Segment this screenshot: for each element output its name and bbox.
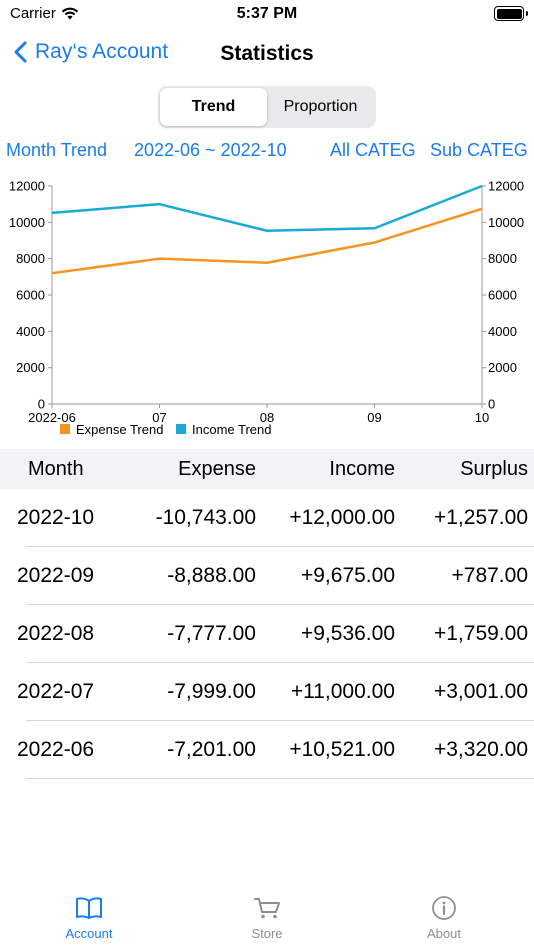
cell-income: +11,000.00 [290,680,395,703]
tab-store[interactable]: Store [207,896,327,941]
y-tick-label-right: 10000 [488,215,524,230]
table-row[interactable]: 2022-09 -8,888.00 +9,675.00 +787.00 [0,547,534,605]
y-tick-label-right: 8000 [488,251,517,266]
table-row[interactable]: 2022-10 -10,743.00 +12,000.00 +1,257.00 [0,489,534,547]
cell-expense: -10,743.00 [155,506,256,529]
segment-trend[interactable]: Trend [160,88,267,126]
y-tick-label-right: 0 [488,397,495,412]
legend-label: Income Trend [192,422,272,437]
tab-bar: Account Store About [0,888,534,950]
navigation-bar: Ray‘s Account Statistics [0,36,534,76]
x-tick-label: 07 [152,410,166,425]
book-icon [76,897,102,919]
y-tick-label-left: 4000 [16,324,45,339]
cell-surplus: +1,257.00 [433,506,528,529]
status-bar: Carrier 5:37 PM [0,0,534,30]
y-tick-label-left: 0 [38,397,45,412]
legend-swatch [176,424,186,434]
cell-expense: -8,888.00 [167,564,256,587]
filter-row: Month Trend 2022-06 ~ 2022-10 All CATEG … [0,140,534,166]
category-button[interactable]: All CATEG [330,140,416,160]
tab-account-label: Account [65,926,113,941]
cell-income: +9,536.00 [300,622,395,645]
cell-expense: -7,201.00 [167,738,256,761]
cell-surplus: +787.00 [451,564,529,587]
clock: 5:37 PM [236,5,298,22]
cell-income: +10,521.00 [289,738,395,761]
info-icon [432,896,456,920]
y-tick-label-right: 4000 [488,324,517,339]
tab-about[interactable]: About [384,896,504,941]
battery-icon [494,6,528,21]
cell-month: 2022-10 [17,506,95,529]
date-range-button[interactable]: 2022-06 ~ 2022-10 [134,140,287,160]
back-button[interactable]: Ray‘s Account [14,40,168,64]
view-segmented-control: Trend Proportion [158,86,376,128]
y-tick-label-right: 2000 [488,360,517,375]
table-row[interactable]: 2022-08 -7,777.00 +9,536.00 +1,759.00 [0,605,534,663]
legend-label: Expense Trend [76,422,163,437]
header-surplus: Surplus [460,458,528,480]
carrier-indicator: Carrier [10,5,79,22]
back-label: Ray‘s Account [35,40,169,63]
table-row[interactable]: 2022-06 -7,201.00 +10,521.00 +3,320.00 [0,721,534,779]
cell-surplus: +1,759.00 [433,622,528,645]
carrier-label: Carrier [10,5,56,22]
table-header: Month Expense Income Surplus [0,449,534,489]
header-month: Month [28,458,84,480]
tab-about-label: About [427,926,461,941]
cell-month: 2022-08 [17,622,95,645]
y-tick-label-right: 12000 [488,179,524,194]
tab-account[interactable]: Account [29,896,149,941]
period-mode-button[interactable]: Month Trend [6,140,108,160]
cell-income: +9,675.00 [300,564,395,587]
page-title: Statistics [220,42,314,65]
y-tick-label-left: 6000 [16,288,45,303]
y-tick-label-left: 2000 [16,360,45,375]
table-body: 2022-10 -10,743.00 +12,000.00 +1,257.00 … [0,489,534,779]
tab-store-label: Store [251,926,283,941]
cell-surplus: +3,001.00 [433,680,528,703]
cell-surplus: +3,320.00 [433,738,528,761]
subcategory-button[interactable]: Sub CATEG [430,140,528,160]
series-line [51,184,483,233]
series-line [51,207,483,275]
y-tick-label-left: 8000 [16,251,45,266]
cell-expense: -7,777.00 [167,622,256,645]
cell-month: 2022-07 [17,680,95,703]
x-tick-label: 08 [260,410,274,425]
legend-swatch [60,424,70,434]
cell-month: 2022-06 [17,738,95,761]
header-expense: Expense [178,458,256,480]
table-row[interactable]: 2022-07 -7,999.00 +11,000.00 +3,001.00 [0,663,534,721]
cell-expense: -7,999.00 [167,680,256,703]
x-tick-label: 09 [367,410,381,425]
y-tick-label-right: 6000 [488,288,517,303]
cart-icon [254,898,280,919]
header-income: Income [329,458,395,480]
trend-chart: 12000 12000 10000 10000 8000 8000 6000 6000 4000… [9,179,524,438]
segment-proportion[interactable]: Proportion [283,98,358,115]
cell-month: 2022-09 [17,564,95,587]
y-tick-label-left: 10000 [9,215,45,230]
chevron-left-icon [14,41,27,63]
y-tick-label-left: 12000 [9,179,45,194]
x-tick-label: 2022-06 [28,410,76,425]
x-tick-label: 10 [475,410,489,425]
wifi-icon [61,7,79,20]
cell-income: +12,000.00 [289,506,395,529]
